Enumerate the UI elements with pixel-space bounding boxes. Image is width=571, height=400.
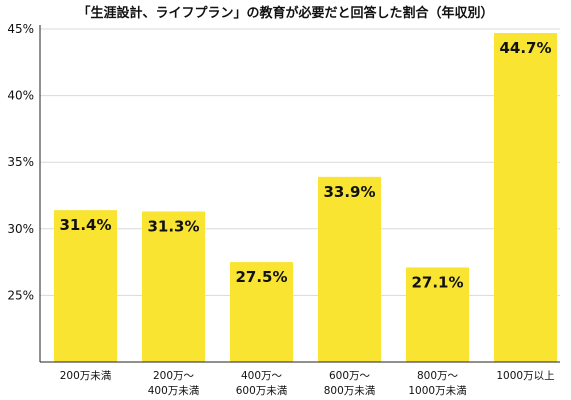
x-category-label: 1000万未満 <box>408 385 467 397</box>
x-category-label: 1000万以上 <box>496 370 554 382</box>
data-label: 31.3% <box>147 217 199 235</box>
data-label: 33.9% <box>323 183 375 201</box>
bar <box>142 211 205 362</box>
data-label: 27.1% <box>411 273 463 291</box>
x-category-label: 200万未満 <box>60 370 112 382</box>
data-label: 44.7% <box>499 39 551 57</box>
x-category-label: 400万～ <box>241 370 283 382</box>
x-category-label: 400万未満 <box>148 385 200 397</box>
y-tick-label: 40% <box>7 89 34 103</box>
x-category-label: 800万未満 <box>324 385 376 397</box>
x-category-label: 600万～ <box>329 370 371 382</box>
bar <box>318 176 381 362</box>
y-tick-label: 35% <box>7 155 34 169</box>
y-tick-label: 25% <box>7 288 34 302</box>
x-category-label: 800万～ <box>417 370 459 382</box>
data-label: 27.5% <box>235 268 287 286</box>
bar <box>494 32 557 362</box>
chart-title: 「生涯設計、ライフプラン」の教育が必要だと回答した割合（年収別） <box>77 6 494 21</box>
bar <box>406 267 469 362</box>
data-label: 31.4% <box>59 216 111 234</box>
y-tick-label: 30% <box>7 222 34 236</box>
x-category-label: 600万未満 <box>236 385 288 397</box>
bar <box>230 262 293 362</box>
y-tick-label: 45% <box>7 22 34 36</box>
bar <box>54 210 117 362</box>
x-category-label: 200万～ <box>153 370 195 382</box>
